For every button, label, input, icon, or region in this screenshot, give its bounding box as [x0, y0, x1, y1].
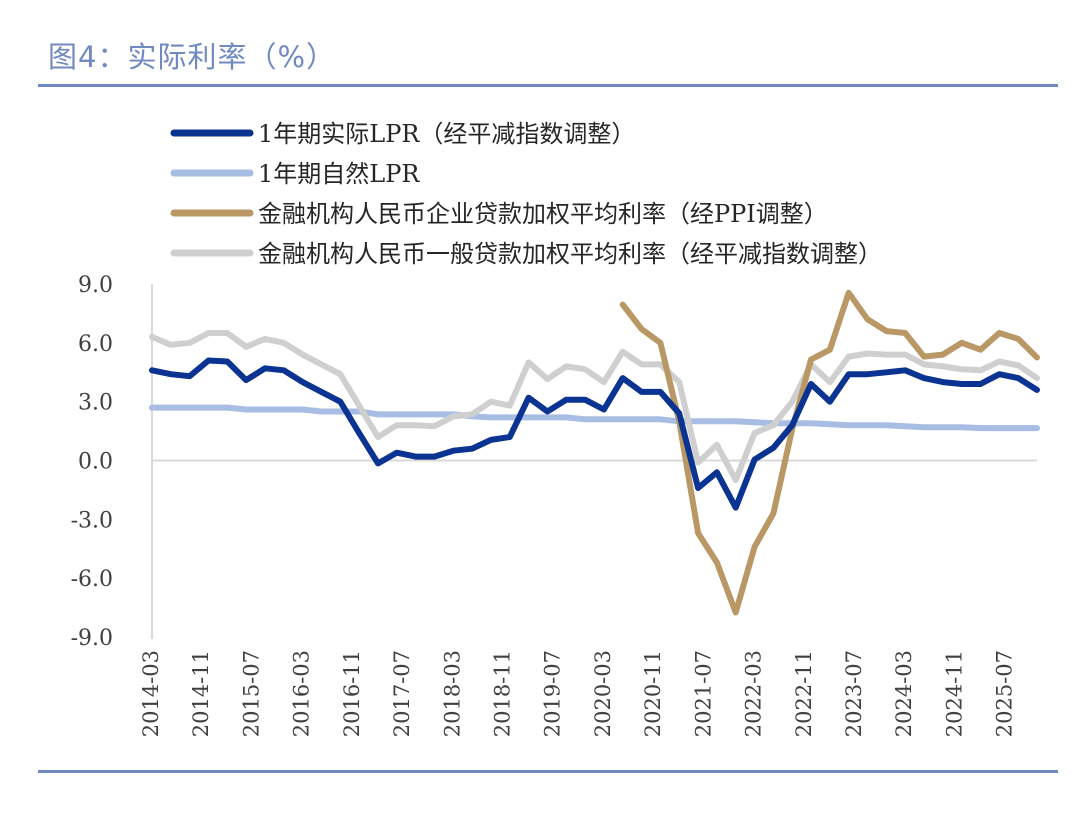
x-tick-label: 2018-03 [440, 650, 464, 737]
x-tick-label: 2015-07 [239, 650, 263, 737]
legend-label-2: 金融机构人民币企业贷款加权平均利率（经PPI调整） [258, 200, 828, 228]
x-tick-label: 2022-03 [742, 650, 766, 737]
x-tick-label: 2014-11 [189, 650, 213, 737]
x-tick-label: 2021-07 [691, 650, 715, 737]
x-tick-label: 2020-11 [641, 650, 665, 737]
series-line-2 [619, 289, 1040, 616]
bottom-divider [38, 770, 1058, 773]
series-line-0 [149, 357, 1040, 511]
x-tick-label: 2024-11 [942, 650, 966, 737]
y-tick-label: 9.0 [78, 273, 113, 298]
x-tick-label: 2022-11 [792, 650, 816, 737]
x-tick-label: 2016-03 [290, 650, 314, 737]
series-line-3 [149, 330, 1040, 484]
x-tick-label: 2024-03 [892, 650, 916, 737]
legend-label-1: 1年期自然LPR [258, 160, 420, 188]
top-divider [38, 84, 1058, 87]
legend-label-3: 金融机构人民币一般贷款加权平均利率（经平减指数调整） [258, 240, 882, 268]
x-tick-label: 2016-11 [340, 650, 364, 737]
x-tick-label: 2014-03 [139, 650, 163, 737]
x-tick-label: 2020-03 [591, 650, 615, 737]
x-tick-label: 2023-07 [842, 650, 866, 737]
x-tick-label: 2017-07 [390, 650, 414, 737]
chart-title: 图4：实际利率（%） [48, 40, 337, 74]
y-tick-label: -9.0 [71, 626, 113, 651]
x-tick-label: 2025-07 [993, 650, 1017, 737]
y-tick-label: 3.0 [78, 391, 113, 416]
y-tick-label: 6.0 [78, 332, 113, 357]
y-tick-label: -3.0 [71, 508, 113, 533]
y-tick-label: 0.0 [78, 450, 113, 475]
x-tick-label: 2019-07 [541, 650, 565, 737]
x-tick-label: 2018-11 [490, 650, 514, 737]
series-line-1 [149, 404, 1040, 432]
legend-label-0: 1年期实际LPR（经平减指数调整） [258, 120, 635, 148]
y-tick-label: -6.0 [71, 567, 113, 592]
